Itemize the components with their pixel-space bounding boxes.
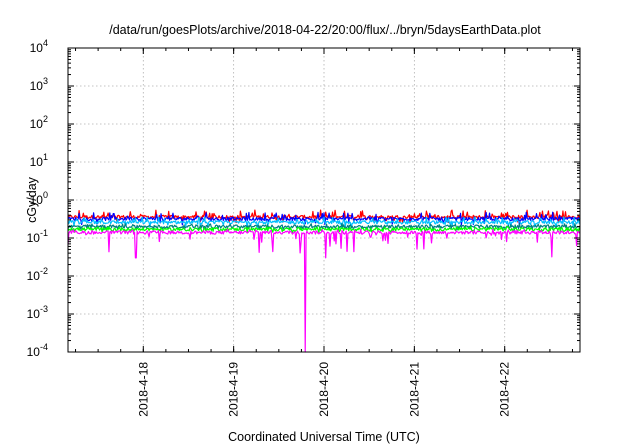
- series-line-3: [67, 216, 581, 229]
- y-tick-label: 103: [30, 76, 48, 93]
- x-tick-label: 2018-4-20: [317, 362, 331, 417]
- x-tick-label: 2018-4-22: [498, 362, 512, 417]
- y-tick-base: 10: [30, 79, 44, 93]
- y-tick-label: 10-2: [27, 266, 48, 283]
- y-tick-exponent: -2: [40, 266, 48, 276]
- grid-lines: [68, 48, 580, 352]
- x-axis-label: Coordinated Universal Time (UTC): [228, 430, 420, 444]
- y-tick-exponent: 1: [43, 152, 48, 162]
- y-tick-base: 10: [27, 231, 41, 245]
- y-tick-exponent: -1: [40, 228, 48, 238]
- y-tick-base: 10: [27, 307, 41, 321]
- series-layer: [67, 209, 581, 353]
- y-tick-base: 10: [30, 155, 44, 169]
- y-tick-exponent: -4: [40, 342, 48, 352]
- series-line-6: [67, 228, 581, 353]
- y-tick-label: 104: [30, 38, 48, 55]
- x-axis: 2018-4-18 2018-4-19 2018-4-20 2018-4-21 2018…: [75, 48, 573, 417]
- series-line-2: [67, 211, 581, 226]
- chart-title: /data/run/goesPlots/archive/2018-04-22/2…: [109, 23, 541, 37]
- y-tick-exponent: 3: [43, 76, 48, 86]
- y-tick-base: 10: [30, 117, 44, 131]
- x-tick-label: 2018-4-21: [407, 362, 421, 417]
- y-tick-exponent: 4: [43, 38, 48, 48]
- y-tick-base: 10: [27, 269, 41, 283]
- y-tick-label: 100: [30, 190, 48, 207]
- y-tick-exponent: 0: [43, 190, 48, 200]
- y-tick-label: 101: [30, 152, 48, 169]
- x-tick-label: 2018-4-18: [136, 362, 150, 417]
- y-tick-label: 10-1: [27, 228, 48, 245]
- y-tick-exponent: 2: [43, 114, 48, 124]
- y-tick-exponent: -3: [40, 304, 48, 314]
- y-tick-base: 10: [27, 345, 41, 359]
- y-tick-label: 102: [30, 114, 48, 131]
- series-line-5: [67, 225, 581, 234]
- y-tick-label: 10-4: [27, 342, 48, 359]
- y-tick-base: 10: [30, 193, 44, 207]
- y-tick-base: 10: [30, 41, 44, 55]
- y-axis-label: cGy/day: [25, 176, 39, 223]
- x-tick-label: 2018-4-19: [227, 362, 241, 417]
- y-tick-label: 10-3: [27, 304, 48, 321]
- series-line-4: [67, 222, 581, 231]
